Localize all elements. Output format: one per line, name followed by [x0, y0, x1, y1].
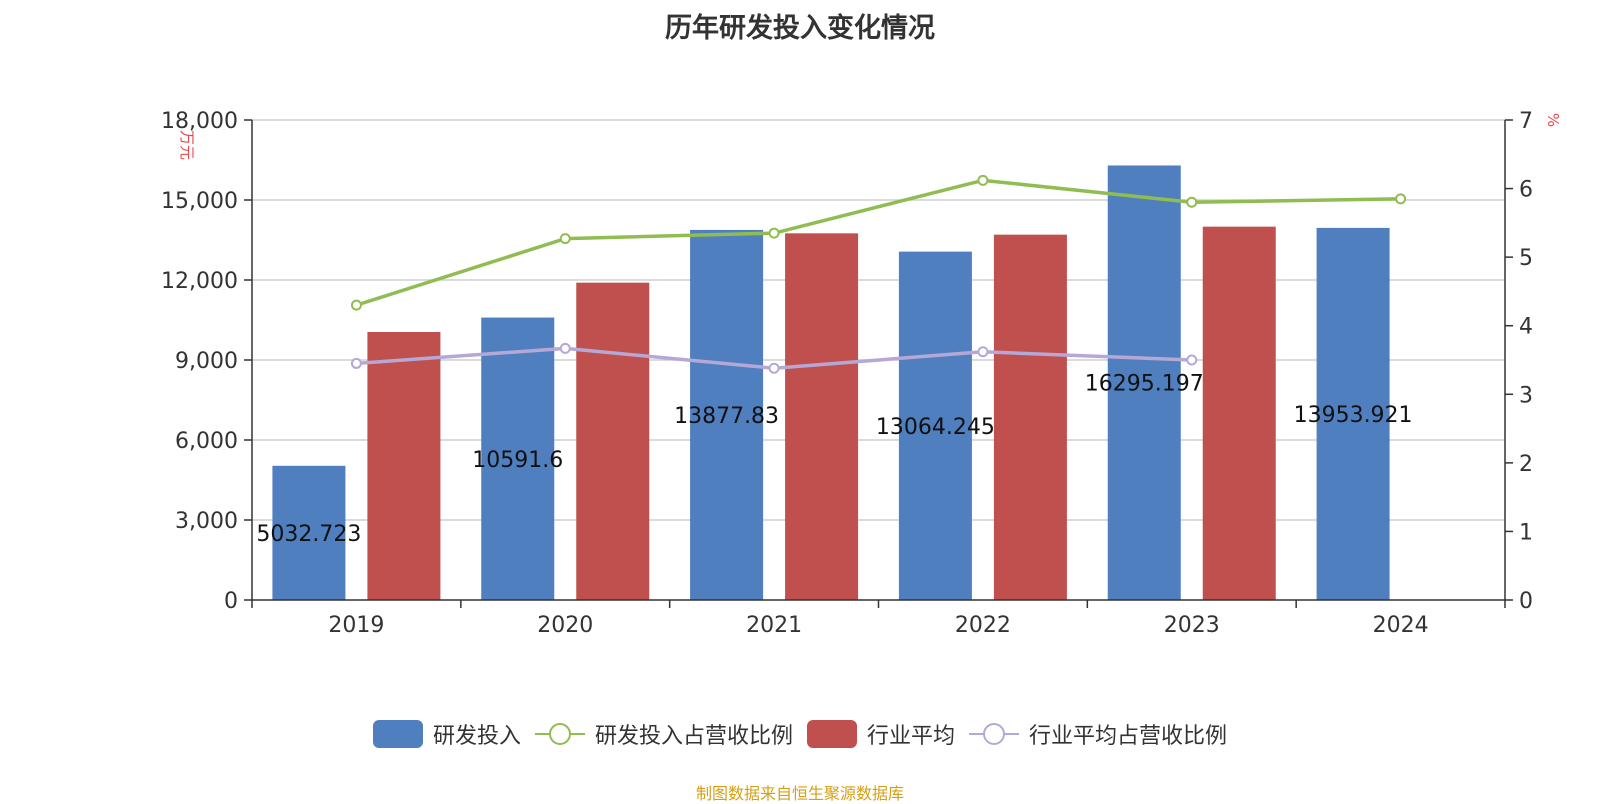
left-tick-label: 9,000 — [175, 349, 238, 374]
right-tick-label: 6 — [1519, 178, 1533, 203]
bar-rd-investment — [690, 229, 764, 600]
legend: 研发投入 研发投入占营收比例 行业平均 行业平均占营收比例 — [0, 718, 1600, 750]
legend-label: 行业平均占营收比例 — [1029, 724, 1228, 749]
point-rd-ratio — [768, 227, 780, 239]
bar-industry-average — [993, 234, 1067, 600]
bar-data-label: 5032.723 — [256, 522, 361, 547]
axes: 0 3,000 6,000 9,000 12,000 15,000 18,000 0 1 2 3 4 5… — [161, 109, 1533, 638]
legend-swatch-purple-line — [969, 723, 1020, 745]
legend-swatch-blue — [372, 720, 423, 748]
chart-title: 历年研发投入变化情况 — [665, 13, 935, 44]
line-rd-ratio — [355, 178, 1401, 307]
bar-industry-average — [367, 332, 441, 600]
left-tick-label: 6,000 — [175, 429, 238, 454]
point-industry-ratio — [350, 357, 362, 369]
point-rd-ratio — [350, 299, 362, 311]
legend-swatch-red — [807, 720, 857, 748]
right-tick-label: 5 — [1519, 246, 1533, 271]
data-labels: 5032.723 10591.6 13877.83 13064.245 16295.19… — [256, 372, 1412, 547]
legend-swatch-green-line — [534, 723, 585, 745]
point-rd-ratio — [1395, 193, 1407, 205]
legend-item-industry-average[interactable]: 行业平均 — [807, 718, 955, 750]
legend-item-industry-ratio[interactable]: 行业平均占营收比例 — [969, 718, 1227, 750]
point-industry-ratio — [977, 346, 989, 358]
legend-label: 研发投入 — [432, 724, 521, 749]
right-tick-label: 4 — [1519, 315, 1533, 340]
right-axis-unit: % — [1544, 113, 1562, 127]
point-industry-ratio — [768, 362, 780, 374]
bar-rd-investment — [898, 251, 972, 601]
x-tick-label: 2019 — [328, 613, 384, 638]
left-tick-label: 15,000 — [161, 189, 238, 214]
right-tick-label: 0 — [1519, 589, 1533, 614]
point-industry-ratio — [559, 342, 571, 354]
right-tick-label: 1 — [1519, 520, 1533, 545]
bars — [272, 165, 1390, 601]
x-tick-label: 2021 — [746, 613, 802, 638]
bar-data-label: 16295.197 — [1085, 372, 1204, 397]
bar-rd-investment — [272, 465, 346, 600]
point-rd-ratio — [977, 174, 989, 186]
right-tick-label: 7 — [1519, 109, 1533, 134]
bar-data-label: 13064.245 — [876, 415, 995, 440]
left-tick-label: 12,000 — [161, 269, 238, 294]
point-rd-ratio — [1186, 196, 1198, 208]
right-tick-label: 3 — [1519, 383, 1533, 408]
bar-data-label: 13877.83 — [674, 404, 779, 429]
bar-rd-investment — [1107, 165, 1181, 600]
bar-industry-average — [1202, 226, 1276, 600]
bar-data-label: 10591.6 — [472, 448, 563, 473]
left-tick-label: 18,000 — [161, 109, 238, 134]
data-source-note: 制图数据来自恒生聚源数据库 — [695, 784, 904, 803]
legend-label: 研发投入占营收比例 — [594, 724, 793, 749]
bar-rd-investment — [1316, 227, 1390, 600]
left-tick-label: 3,000 — [175, 509, 238, 534]
x-tick-label: 2020 — [537, 613, 593, 638]
bar-industry-average — [576, 282, 650, 600]
right-tick-label: 2 — [1519, 452, 1533, 477]
legend-item-rd-ratio[interactable]: 研发投入占营收比例 — [534, 718, 793, 750]
left-tick-label: 0 — [224, 589, 238, 614]
x-tick-label: 2022 — [955, 613, 1011, 638]
bar-data-label: 13953.921 — [1294, 403, 1413, 428]
bar-industry-average — [785, 233, 859, 601]
lines — [350, 174, 1407, 374]
bar-rd-investment — [481, 317, 555, 600]
left-axis-unit: 万元 — [178, 130, 196, 160]
point-rd-ratio — [559, 233, 571, 245]
legend-item-rd-investment[interactable]: 研发投入 — [372, 718, 521, 750]
x-tick-label: 2024 — [1373, 613, 1429, 638]
legend-label: 行业平均 — [867, 724, 956, 749]
x-tick-label: 2023 — [1164, 613, 1220, 638]
point-industry-ratio — [1186, 354, 1198, 366]
